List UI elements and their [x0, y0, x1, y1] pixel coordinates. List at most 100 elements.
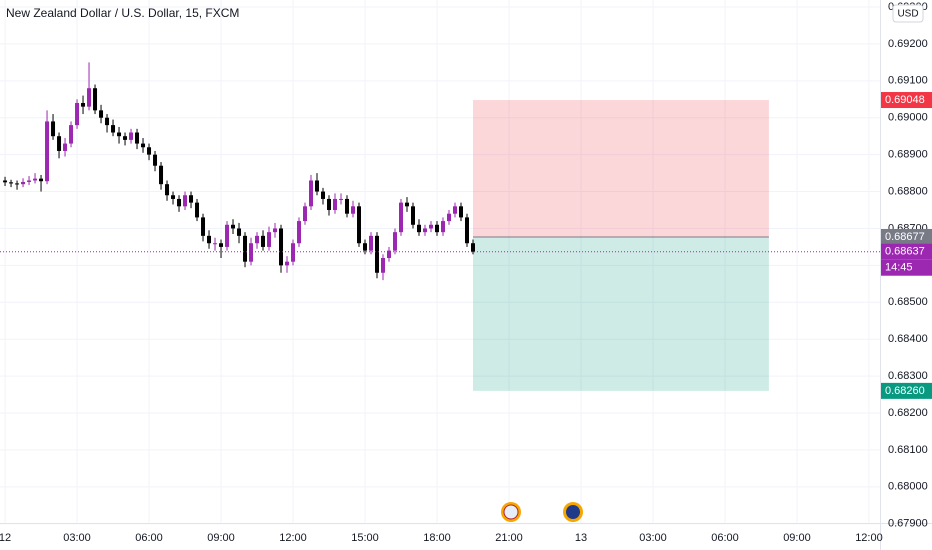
y-tick-label: 0.68400 — [888, 333, 928, 345]
candle-body — [195, 202, 200, 218]
candle-body — [117, 132, 122, 137]
y-tick-label: 0.69100 — [888, 75, 928, 87]
event-icon[interactable] — [503, 504, 519, 520]
x-tick-label: 09:00 — [783, 532, 811, 544]
stop-zone — [472, 236, 769, 391]
candle-body — [375, 235, 380, 273]
chart-title: New Zealand Dollar / U.S. Dollar, 15, FX… — [6, 6, 239, 20]
currency-label[interactable]: USD — [897, 9, 918, 20]
candle-body — [255, 235, 260, 244]
currency-badge[interactable] — [892, 4, 924, 23]
candle-body — [9, 182, 14, 184]
candle-body — [279, 228, 284, 266]
candle-body — [452, 206, 457, 214]
candle-body — [411, 206, 416, 225]
candle-body — [75, 102, 80, 126]
candle-body — [183, 195, 188, 207]
candle-body — [99, 110, 104, 118]
target-price-label: 0.69048 — [885, 94, 925, 106]
candle-body — [440, 221, 445, 233]
candle-body — [470, 243, 475, 252]
candle-body — [339, 198, 344, 200]
candle-body — [219, 243, 224, 247]
x-tick-label: 15:00 — [351, 532, 379, 544]
candle-body — [243, 235, 248, 262]
candle-body — [435, 224, 440, 233]
candle-body — [399, 202, 404, 233]
x-tick-label: 12:00 — [855, 532, 883, 544]
y-tick-label: 0.68000 — [888, 481, 928, 493]
candle-body — [285, 261, 290, 266]
target-zone — [472, 100, 769, 237]
candle-body — [297, 221, 302, 244]
x-tick-label: 12:00 — [279, 532, 307, 544]
candle-body — [363, 243, 368, 251]
countdown-label: 14:45 — [885, 262, 913, 274]
candle-body — [45, 121, 50, 182]
candle-body — [321, 191, 326, 199]
candle-body — [27, 180, 32, 182]
y-tick-label: 0.68500 — [888, 296, 928, 308]
candle-body — [458, 206, 463, 218]
candle-body — [393, 232, 398, 251]
candle-body — [261, 235, 266, 247]
x-tick-label: 03:00 — [639, 532, 667, 544]
candle-body — [129, 132, 134, 140]
candle-body — [225, 224, 230, 247]
candle-body — [153, 154, 158, 166]
y-tick-label: 0.69200 — [888, 38, 928, 50]
candle-body — [291, 243, 296, 262]
candle-body — [417, 224, 422, 233]
event-icon[interactable] — [566, 505, 580, 519]
last-price-label: 0.68637 — [885, 246, 925, 258]
last-price-label-box — [881, 243, 932, 260]
stop-price-label: 0.68260 — [885, 385, 925, 397]
candle-body — [345, 198, 350, 214]
candle-body — [213, 243, 218, 245]
candle-body — [51, 121, 56, 137]
y-tick-label: 0.68100 — [888, 444, 928, 456]
candle-body — [81, 102, 86, 107]
candle-body — [249, 243, 254, 262]
candle-body — [207, 235, 212, 244]
candle-body — [21, 181, 26, 185]
candle-body — [201, 217, 206, 236]
candle-body — [237, 228, 242, 236]
candle-body — [123, 136, 128, 140]
candle-body — [105, 117, 110, 126]
y-tick-label: 0.68300 — [888, 370, 928, 382]
candle-body — [351, 206, 356, 214]
stop-price-label-box — [881, 382, 932, 399]
x-tick-label: 09:00 — [207, 532, 235, 544]
candle-body — [111, 125, 116, 133]
candle-body — [189, 195, 194, 203]
candle-body — [93, 88, 98, 111]
candle-body — [446, 213, 451, 222]
candle-body — [87, 88, 92, 107]
candle-body — [273, 228, 278, 233]
candle-body — [267, 232, 272, 247]
candle-body — [231, 224, 236, 229]
candle-body — [303, 206, 308, 222]
x-tick-label: 21:00 — [495, 532, 523, 544]
event-icons[interactable] — [501, 502, 583, 522]
candle-body — [171, 195, 176, 199]
candle-body — [147, 147, 152, 155]
candle-body — [69, 125, 74, 144]
candle-body — [381, 257, 386, 273]
candle-body — [369, 235, 374, 251]
y-tick-label: 0.68800 — [888, 185, 928, 197]
candle-body — [315, 180, 320, 192]
candle-body — [405, 202, 410, 207]
candle-body — [57, 136, 62, 151]
candle-body — [15, 183, 20, 185]
candle-body — [33, 178, 38, 181]
candle-body — [165, 184, 170, 196]
candle-body — [177, 198, 182, 207]
candle-body — [135, 132, 140, 144]
x-tick-label: 06:00 — [711, 532, 739, 544]
candle-body — [327, 198, 332, 211]
